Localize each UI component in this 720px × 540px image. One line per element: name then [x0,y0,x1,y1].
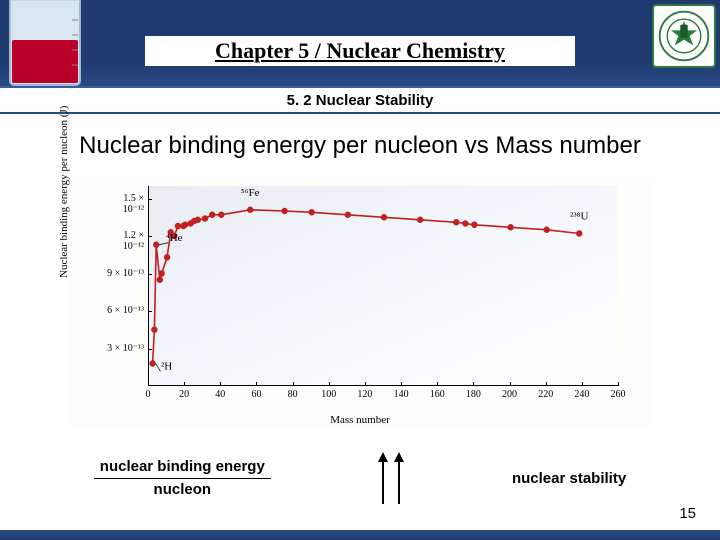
svg-text:⁴He: ⁴He [166,232,183,244]
x-tick-label: 40 [208,389,232,400]
arrow-up-icon [378,452,388,504]
section-subtitle: 5. 2 Nuclear Stability [0,88,720,114]
beaker-image [0,0,110,90]
x-tick-label: 60 [244,389,268,400]
binding-energy-chart: Nuclear binding energy per nucleon (J) M… [70,178,650,428]
stability-label: nuclear stability [512,470,626,487]
y-tick-label: 3 × 10⁻¹³ [104,343,144,354]
x-tick-label: 120 [353,389,377,400]
header-bar: Chapter 5 / Nuclear Chemistry [0,0,720,88]
x-tick-label: 220 [534,389,558,400]
x-tick-label: 140 [389,389,413,400]
footer-bar [0,530,720,540]
x-tick-label: 160 [425,389,449,400]
fraction-numerator: nuclear binding energy [94,458,271,479]
y-axis-label: Nuclear binding energy per nucleon (J) [58,106,70,278]
y-tick-label: 6 × 10⁻¹³ [104,305,144,316]
x-axis-label: Mass number [330,414,390,426]
chart-plot-area: ²H ⁴He ⁵⁶Fe ²³⁸U [148,186,618,386]
y-tick-label: 1.2 × 10⁻¹² [104,230,144,252]
x-tick-label: 80 [281,389,305,400]
page-number: 15 [679,505,696,522]
x-tick-label: 100 [317,389,341,400]
x-tick-label: 180 [461,389,485,400]
y-tick-label: 9 × 10⁻¹³ [104,268,144,279]
x-tick-label: 260 [606,389,630,400]
arrow-up-icon [394,452,404,504]
x-tick-label: 0 [136,389,160,400]
up-arrows [378,452,404,504]
svg-text:⁵⁶Fe: ⁵⁶Fe [241,187,260,199]
svg-text:²H: ²H [161,361,172,373]
chapter-title: Chapter 5 / Nuclear Chemistry [145,36,575,66]
svg-text:²³⁸U: ²³⁸U [570,211,588,223]
university-logo [652,4,716,68]
x-tick-label: 20 [172,389,196,400]
main-heading: Nuclear binding energy per nucleon vs Ma… [0,132,720,160]
y-tick-label: 1.5 × 10⁻¹² [104,193,144,215]
x-tick-label: 240 [570,389,594,400]
binding-energy-fraction: nuclear binding energy nucleon [94,458,271,499]
fraction-denominator: nucleon [94,479,271,499]
bottom-annotations: nuclear binding energy nucleon nuclear s… [0,452,720,504]
x-tick-label: 200 [498,389,522,400]
